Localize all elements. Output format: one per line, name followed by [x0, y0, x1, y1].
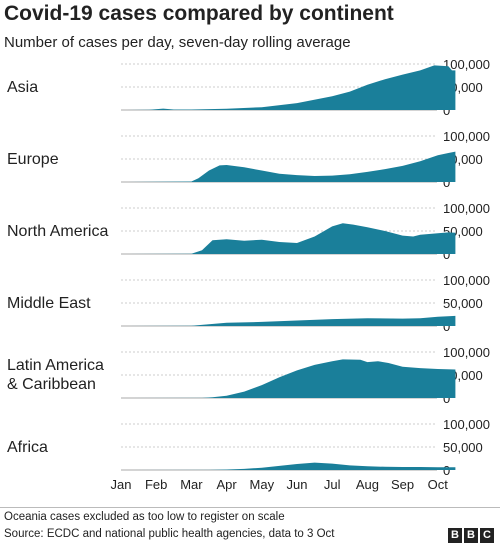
footer-divider	[0, 507, 500, 508]
y-tick-label: 0	[443, 319, 450, 334]
source-text: Source: ECDC and national public health …	[4, 528, 335, 540]
x-axis: Jan Feb Mar Apr May Jun Jul Aug Sep Oct	[111, 477, 449, 492]
y-tick-label: 100,000	[443, 201, 490, 216]
panel-label: North America	[7, 223, 108, 240]
series-area	[121, 151, 456, 182]
footer-note: Oceania cases excluded as too low to reg…	[4, 511, 285, 523]
x-tick-label: Feb	[145, 477, 167, 492]
y-tick-label: 0	[443, 463, 450, 478]
x-tick-label: May	[250, 477, 275, 492]
y-tick-label: 100,000	[443, 345, 490, 360]
chart-subtitle: Number of cases per day, seven-day rolli…	[4, 34, 351, 51]
y-tick-label: 0	[443, 391, 450, 406]
x-tick-label: Aug	[356, 477, 379, 492]
y-tick-label: 0	[443, 103, 450, 118]
panel-middle-east: 0 50,000 100,000 Middle East	[7, 273, 490, 334]
series-area	[121, 223, 456, 254]
series-area	[121, 315, 456, 326]
x-tick-label: Jul	[324, 477, 341, 492]
y-tick-label: 50,000	[443, 440, 483, 455]
x-tick-label: Sep	[391, 477, 414, 492]
y-tick-label: 50,000	[443, 296, 483, 311]
y-tick-label: 100,000	[443, 273, 490, 288]
x-tick-label: Oct	[428, 477, 449, 492]
panel-label: & Caribbean	[7, 376, 96, 393]
x-tick-label: Jun	[287, 477, 308, 492]
y-tick-label: 100,000	[443, 57, 490, 72]
series-area	[121, 462, 456, 470]
small-multiples-chart: 0 50,000 100,000 Asia 0 50,000 100,000 Europe 0 5…	[7, 57, 490, 492]
panel-label: Middle East	[7, 295, 91, 312]
y-tick-label: 100,000	[443, 129, 490, 144]
logo-letter: C	[480, 528, 494, 543]
y-tick-label: 0	[443, 175, 450, 190]
series-area	[121, 359, 456, 398]
logo-letter: B	[448, 528, 462, 543]
y-tick-label: 0	[443, 247, 450, 262]
bbc-logo: B B C	[448, 528, 494, 543]
logo-letter: B	[464, 528, 478, 543]
y-tick-label: 100,000	[443, 417, 490, 432]
x-tick-label: Mar	[180, 477, 203, 492]
panel-africa: 0 50,000 100,000 Africa	[7, 417, 490, 478]
panel-label: Asia	[7, 79, 38, 96]
panel-label: Latin America	[7, 357, 104, 374]
chart-panels: 0 50,000 100,000 Asia 0 50,000 100,000 Europe 0 5…	[7, 57, 490, 478]
panel-label: Africa	[7, 439, 48, 456]
chart-title: Covid-19 cases compared by continent	[4, 2, 394, 25]
series-area	[121, 65, 456, 110]
x-tick-label: Jan	[111, 477, 132, 492]
x-tick-label: Apr	[216, 477, 237, 492]
panel-label: Europe	[7, 151, 59, 168]
